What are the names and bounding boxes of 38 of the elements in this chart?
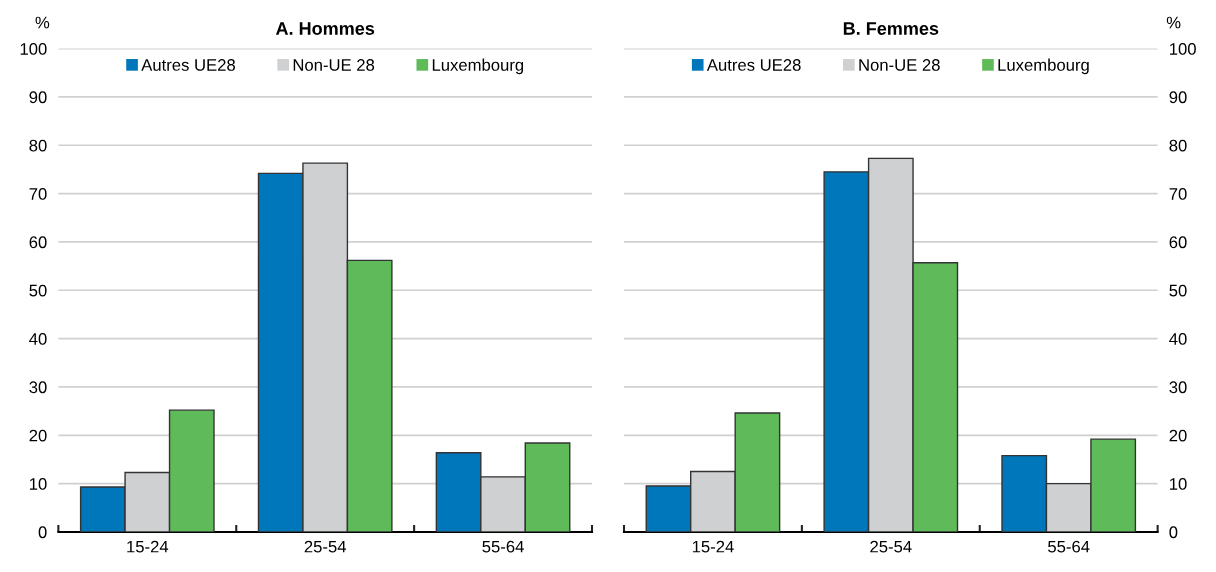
chart-title: B. Femmes <box>843 22 939 35</box>
x-tick-label: 25-54 <box>304 540 347 553</box>
y-tick-label: 100 <box>1170 43 1196 55</box>
y-tick-label: 90 <box>1169 91 1187 104</box>
x-tick-label: 55-64 <box>482 540 524 553</box>
x-tick-label: 15-24 <box>692 540 734 553</box>
legend-label: Non-UE 28 <box>859 59 940 71</box>
y-axis-title: % <box>1166 16 1181 29</box>
y-tick-label: 100 <box>20 43 47 55</box>
chart-title: A. Hommes <box>275 22 375 35</box>
y-axis-title: % <box>35 16 50 29</box>
legend-label: Autres UE28 <box>141 59 235 71</box>
y-tick-label: 30 <box>29 381 47 394</box>
y-tick-label: 50 <box>1169 284 1187 297</box>
y-tick-label: 60 <box>29 236 47 249</box>
y-tick-label: 40 <box>29 333 47 345</box>
legend-label: Autres UE28 <box>706 59 801 71</box>
y-tick-label: 0 <box>1169 526 1178 539</box>
x-tick-label: 55-64 <box>1048 540 1090 553</box>
y-tick-label: 20 <box>1169 429 1187 442</box>
legend-label: Non-UE 28 <box>293 59 375 71</box>
y-tick-label: 90 <box>29 91 47 104</box>
y-tick-label: 0 <box>38 526 47 539</box>
y-tick-label: 70 <box>1169 188 1187 200</box>
y-tick-label: 50 <box>29 284 47 297</box>
y-tick-label: 10 <box>1170 478 1187 490</box>
y-tick-label: 60 <box>1169 236 1187 249</box>
y-tick-label: 70 <box>29 188 47 200</box>
y-tick-label: 30 <box>1169 381 1187 394</box>
x-tick-label: 15-24 <box>127 540 169 553</box>
y-tick-label: 80 <box>29 139 47 152</box>
x-tick-label: 25-54 <box>870 540 912 553</box>
legend-label: Luxembourg <box>432 58 524 75</box>
y-tick-label: 40 <box>1169 333 1187 345</box>
y-tick-label: 80 <box>1169 139 1187 152</box>
y-tick-label: 20 <box>29 429 47 442</box>
legend-label: Luxembourg <box>998 58 1089 75</box>
y-tick-label: 10 <box>29 478 47 490</box>
